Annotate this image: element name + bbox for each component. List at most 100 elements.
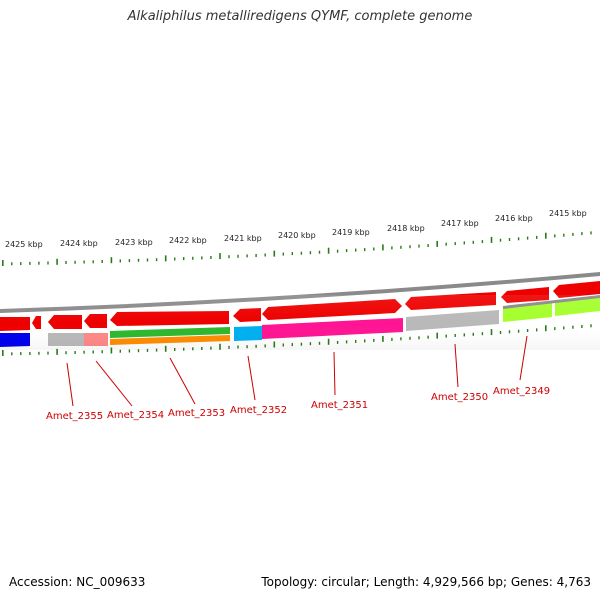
gene-label: Amet_2350 [431, 392, 488, 403]
minor-tick [237, 254, 239, 258]
gene-labels: Amet_2355 Amet_2354 Amet_2353 Amet_2352 … [46, 386, 550, 422]
cds-arrow [553, 281, 600, 298]
minor-tick [463, 241, 465, 245]
minor-tick [336, 249, 339, 253]
scale-label: 2420 kbp [278, 231, 316, 240]
major-tick [110, 347, 113, 354]
scale-label: 2418 kbp [387, 224, 425, 233]
major-tick [56, 258, 58, 265]
minor-tick [572, 232, 574, 236]
scale-label: 2424 kbp [60, 239, 98, 248]
major-tick [110, 257, 113, 264]
scale-label: 2419 kbp [332, 228, 370, 237]
leader-line [454, 343, 459, 388]
minor-tick [581, 232, 583, 236]
scale-label: 2425 kbp [5, 240, 43, 249]
major-tick [273, 250, 276, 257]
leader-line [95, 360, 133, 407]
leader-line [247, 355, 256, 401]
minor-tick [101, 260, 103, 263]
major-tick [436, 240, 438, 247]
minor-tick [83, 350, 85, 354]
major-tick [2, 260, 4, 266]
minor-tick [29, 261, 31, 265]
minor-tick [119, 349, 121, 353]
minor-tick [590, 231, 592, 235]
minor-tick [472, 240, 474, 244]
minor-tick [355, 248, 357, 252]
minor-tick [146, 258, 149, 262]
scale-label: 2415 kbp [549, 209, 587, 218]
major-tick [56, 348, 58, 355]
minor-tick [318, 250, 321, 254]
gene-label: Amet_2352 [230, 405, 287, 416]
scale-label: 2423 kbp [115, 238, 153, 247]
minor-tick [47, 261, 49, 265]
minor-tick [65, 351, 67, 355]
gene-features [0, 295, 600, 350]
minor-tick [246, 254, 248, 258]
minor-tick [409, 245, 411, 249]
minor-tick [83, 260, 85, 264]
minor-tick [210, 256, 212, 259]
major-tick [164, 255, 167, 262]
minor-tick [228, 255, 230, 259]
minor-tick [20, 352, 22, 356]
minor-tick [137, 258, 140, 262]
minor-tick [128, 349, 131, 353]
minor-tick [345, 249, 348, 253]
gene-shading [0, 295, 600, 350]
minor-tick [155, 258, 158, 262]
minor-tick [192, 256, 194, 260]
major-tick [382, 244, 384, 251]
minor-tick [74, 260, 76, 264]
minor-tick [128, 259, 131, 263]
scale-ticks-top [2, 231, 592, 266]
gene-label: Amet_2353 [168, 408, 225, 419]
minor-tick [155, 348, 158, 352]
minor-tick [563, 233, 565, 237]
scale-label: 2417 kbp [441, 219, 479, 228]
minor-tick [255, 254, 257, 257]
minor-tick [400, 245, 402, 249]
minor-tick [391, 246, 393, 250]
minor-tick [373, 247, 375, 251]
scale-labels: 2425 kbp 2424 kbp 2423 kbp 2422 kbp 2421… [5, 209, 587, 249]
scale-label: 2422 kbp [169, 236, 207, 245]
minor-tick [38, 351, 40, 355]
minor-tick [364, 248, 366, 252]
minor-tick [300, 251, 303, 255]
minor-tick [92, 260, 94, 264]
scale-label: 2421 kbp [224, 234, 262, 243]
leader-line [519, 335, 528, 381]
major-tick [490, 236, 493, 243]
major-tick [2, 350, 4, 356]
minor-tick [454, 242, 456, 246]
scale-label: 2416 kbp [495, 214, 533, 223]
major-tick [545, 232, 547, 239]
minor-tick [29, 352, 31, 355]
minor-tick [11, 262, 13, 266]
major-tick [327, 247, 330, 254]
gene-label: Amet_2349 [493, 386, 550, 397]
minor-tick [74, 351, 76, 354]
minor-tick [47, 351, 49, 355]
leader-line [66, 362, 74, 407]
minor-tick [445, 242, 447, 246]
minor-tick [291, 252, 293, 256]
minor-tick [38, 261, 40, 265]
minor-tick [119, 259, 121, 263]
minor-tick [264, 253, 266, 257]
minor-tick [517, 237, 520, 241]
leader-line [333, 351, 336, 396]
leader-line [169, 357, 196, 405]
minor-tick [11, 352, 13, 356]
minor-tick [418, 244, 420, 248]
minor-tick [146, 348, 149, 352]
accession-label: Accession: NC_009633 [9, 575, 146, 589]
minor-tick [201, 256, 203, 260]
major-tick [219, 253, 221, 260]
minor-tick [427, 244, 429, 247]
